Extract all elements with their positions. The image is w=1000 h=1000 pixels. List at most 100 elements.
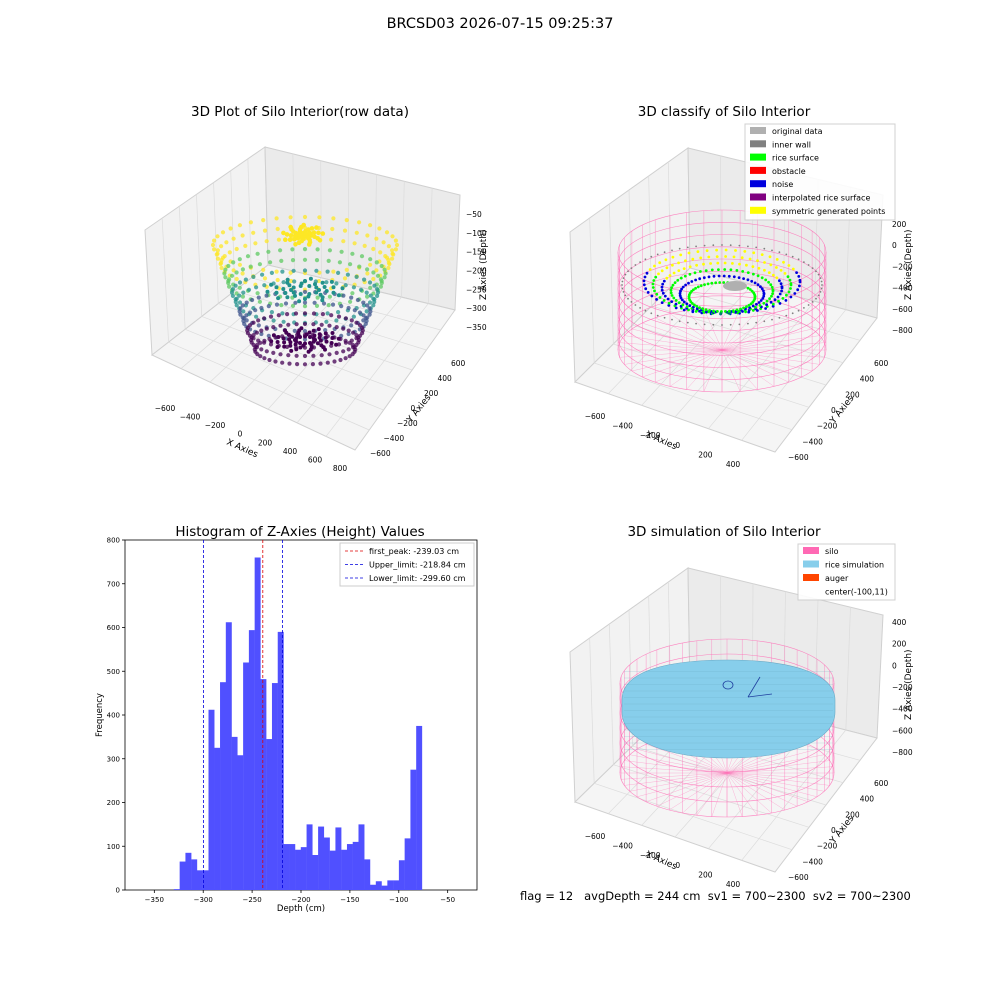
raw-point [386, 244, 391, 249]
raw-point [320, 295, 325, 300]
classify-point [798, 278, 802, 282]
raw-point [288, 233, 294, 238]
grid-line [292, 153, 296, 272]
silo-spoke [726, 749, 818, 774]
histogram-bar [283, 844, 290, 890]
raw-point [288, 215, 293, 220]
silo-spoke [621, 766, 728, 774]
raw-point [323, 335, 328, 340]
raw-point [237, 262, 242, 267]
raw-point [387, 261, 392, 267]
simulation-y-tick-label: −600 [788, 873, 809, 882]
raw-point [319, 322, 324, 327]
classify-point [671, 255, 675, 259]
raw-point [226, 263, 231, 269]
raw-point [280, 360, 285, 365]
raw-point [340, 286, 345, 291]
raw-point [262, 316, 267, 321]
raw-point [295, 362, 300, 367]
raw-point [241, 290, 246, 295]
raw-point [259, 305, 264, 311]
raw-point [381, 240, 386, 245]
classify-legend-swatch [750, 180, 766, 188]
raw-point [324, 339, 329, 344]
raw-point [336, 336, 341, 341]
status-footer: flag = 12 avgDepth = 244 cm sv1 = 700~23… [520, 889, 911, 903]
classify-legend-label: interpolated rice surface [772, 194, 870, 203]
rice-simulation-surface [621, 659, 836, 759]
classify-point [622, 291, 625, 293]
histogram-bar [375, 881, 382, 890]
classify-point [768, 255, 772, 259]
raw-point [245, 254, 251, 259]
raw-point [294, 347, 299, 352]
simulation-legend-swatch [803, 574, 819, 581]
raw-z-tick-label: −100 [466, 229, 487, 238]
classify-point [666, 297, 670, 301]
classify-x-tick-label: 400 [726, 460, 741, 469]
classify-point [655, 292, 659, 296]
histogram-y-tick-label: 500 [107, 668, 120, 676]
raw-point [265, 289, 270, 294]
raw-point [302, 362, 308, 367]
raw-point [294, 322, 299, 327]
classify-point [670, 300, 674, 303]
raw-point [268, 314, 274, 319]
classify-point [755, 302, 758, 306]
classify-legend-label: symmetric generated points [772, 207, 885, 216]
raw-point [250, 297, 255, 303]
raw-point [331, 269, 336, 274]
histogram-bar [248, 630, 255, 891]
classify-point [780, 289, 783, 293]
classify-point [749, 302, 753, 306]
classify-point [768, 297, 771, 301]
raw-point [358, 287, 364, 292]
classify-point [677, 301, 681, 305]
raw-point [330, 302, 336, 307]
simulation-legend-swatch [803, 560, 819, 568]
raw-point [306, 349, 311, 354]
histogram-title: Histogram of Z-Axies (Height) Values [175, 524, 425, 540]
grid-line [641, 284, 753, 406]
silo-spoke [721, 308, 741, 351]
classify-point [650, 312, 653, 315]
raw-point [290, 247, 295, 252]
raw-point [285, 295, 290, 300]
raw-y-tick-label: −200 [397, 419, 418, 428]
raw-point [339, 249, 344, 254]
histogram-bar [300, 847, 307, 891]
raw-point [259, 328, 264, 333]
classify-point [665, 276, 669, 280]
classify-legend: original data inner wall rice surface obsta… [744, 123, 896, 221]
raw-point [372, 283, 377, 288]
raw-point [240, 271, 245, 276]
classify-point [748, 306, 751, 309]
classify-point [742, 306, 745, 310]
raw-point [237, 257, 242, 262]
raw-point [244, 313, 249, 318]
raw-point [313, 282, 317, 287]
auger-line [747, 676, 761, 698]
classify-point [624, 273, 627, 276]
silo-spoke [711, 772, 728, 817]
simulation-y-tick-label: 200 [845, 810, 860, 819]
classify-point [656, 314, 659, 317]
raw-point [378, 277, 383, 282]
classify-point [705, 249, 709, 253]
raw-point [324, 289, 329, 293]
classify-point [769, 263, 773, 267]
raw-point [287, 361, 292, 366]
raw-point [294, 353, 299, 358]
raw-point [354, 230, 359, 235]
raw-point [296, 240, 302, 246]
classify-point [723, 281, 747, 291]
raw-point [391, 252, 396, 257]
classify-point [819, 291, 822, 293]
classify-point [797, 275, 801, 278]
classify-point [821, 284, 823, 286]
classify-point [624, 294, 627, 297]
raw-point [364, 309, 369, 314]
raw-x-ticks: −600 −400 −200 0 200 400 600 800 [155, 404, 348, 473]
classify-point [680, 298, 684, 302]
